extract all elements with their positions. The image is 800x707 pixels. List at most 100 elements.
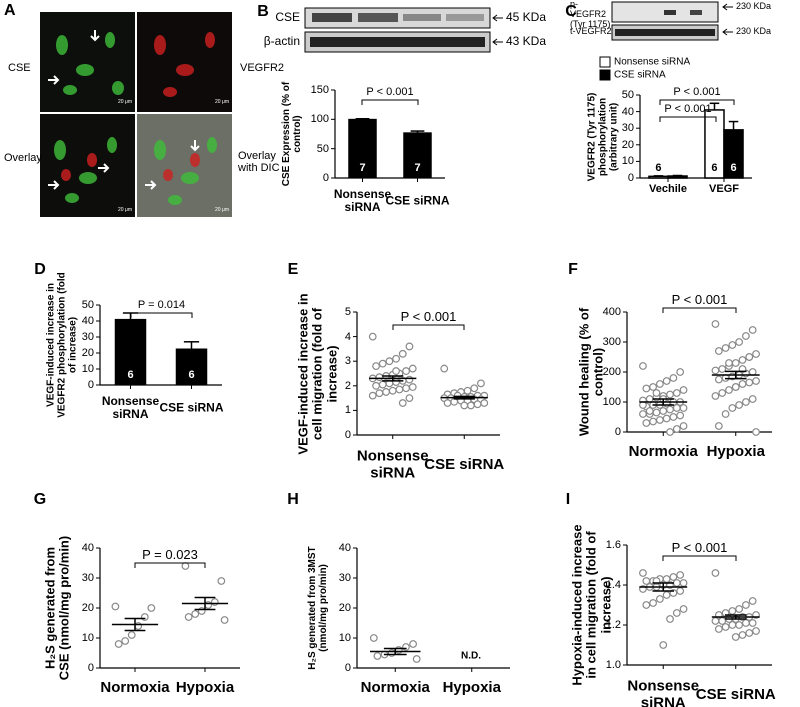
data-point [672,579,681,587]
western-blot-c [611,1,733,41]
data-point [408,383,417,391]
data-point [375,389,384,398]
data-point [467,401,475,410]
annotation: P = 0.023 [142,546,198,562]
data-point [721,623,730,631]
y-tick-label: 50 [621,88,634,101]
x-tick-label: Nonsense siRNA [356,447,429,481]
y-axis-label: H₂S generated from CSE (nmol/mg pro/min) [42,535,72,681]
data-point [711,569,720,577]
significance-bracket [361,99,419,105]
data-point [662,377,671,385]
data-point [655,595,664,603]
x-tick-label: Nonsense siRNA [627,677,700,707]
data-point [405,342,414,351]
significance-bracket [134,562,206,568]
data-point [745,353,754,361]
y-axis-label: VEGF-induced increase in cell migration … [295,292,340,455]
data-point [679,605,688,613]
data-point [121,637,130,645]
bar [175,348,208,386]
data-point [197,607,206,615]
y-tick-label: 0 [322,171,329,184]
data-point [745,378,754,387]
n-label: 7 [414,161,421,174]
y-tick-label: 0 [87,378,94,391]
panel-letter: H [287,491,299,509]
data-point [412,655,421,663]
data-point [368,391,377,400]
data-point [372,381,380,390]
data-point [728,607,737,615]
data-point [731,383,740,391]
data-point [184,613,193,621]
y-axis-label: Wound healing (% of control) [576,307,606,437]
panel-letter: B [257,3,269,21]
data-point [639,362,647,370]
data-point [140,613,149,621]
panel-letter: A [4,2,16,19]
data-point [378,380,387,389]
data-point [373,652,382,660]
legend-label: Nonsense siRNA [614,56,691,68]
data-point [659,641,668,649]
data-point [728,404,737,412]
data-point [711,392,720,400]
annotation: N.D. [461,650,481,662]
significance-bracket [662,307,737,313]
data-point [385,357,394,366]
data-point [639,410,647,418]
annotation: P < 0.001 [366,85,414,98]
data-point [672,609,681,617]
data-point [745,629,754,637]
y-tick-label: 30 [621,122,634,135]
data-point [392,367,400,375]
y-tick-label: 200 [602,365,621,378]
y-tick-label: 400 [602,305,621,318]
data-point [725,386,733,394]
data-point [735,401,744,409]
data-point [378,359,387,368]
data-point [669,413,678,421]
data-point [752,377,760,385]
y-tick-label: 0 [614,425,621,438]
data-point [134,622,143,630]
data-point [395,385,404,394]
data-point [655,416,664,424]
bar [667,175,688,179]
bar [348,118,377,179]
bar [403,132,432,179]
y-tick-label: 1 [344,404,351,417]
data-point [645,407,654,415]
x-tick-label: Hypoxia [706,442,765,460]
y-tick-label: 30 [81,330,94,343]
data-point [649,417,657,426]
x-tick-label: CSE siRNA [159,400,224,415]
y-tick-label: 0 [627,171,634,184]
data-point [659,407,668,415]
y-tick-label: 40 [621,105,634,118]
n-label: 7 [359,161,366,174]
image-label: Overlay [4,152,42,164]
x-tick-label: Nonsense siRNA [101,393,160,421]
legend-swatch [599,56,611,68]
data-point [748,619,757,627]
blot-label: t-VEGFR2 [570,26,612,36]
data-point [742,398,750,406]
y-tick-label: 30 [81,571,94,584]
data-point [375,373,384,382]
panel-letter: G [33,491,47,509]
data-point [711,617,720,625]
data-point [735,338,744,346]
y-tick-label: 50 [81,298,94,311]
data-point [742,601,750,609]
panel-letter: I [565,491,571,509]
data-point [728,621,737,629]
data-point [714,422,723,430]
scale-bar-label: 20 μm [215,99,229,105]
x-tick-label: Normoxia [360,678,430,696]
x-tick-label: VEGF [709,182,739,195]
image-label: CSE [8,62,31,74]
